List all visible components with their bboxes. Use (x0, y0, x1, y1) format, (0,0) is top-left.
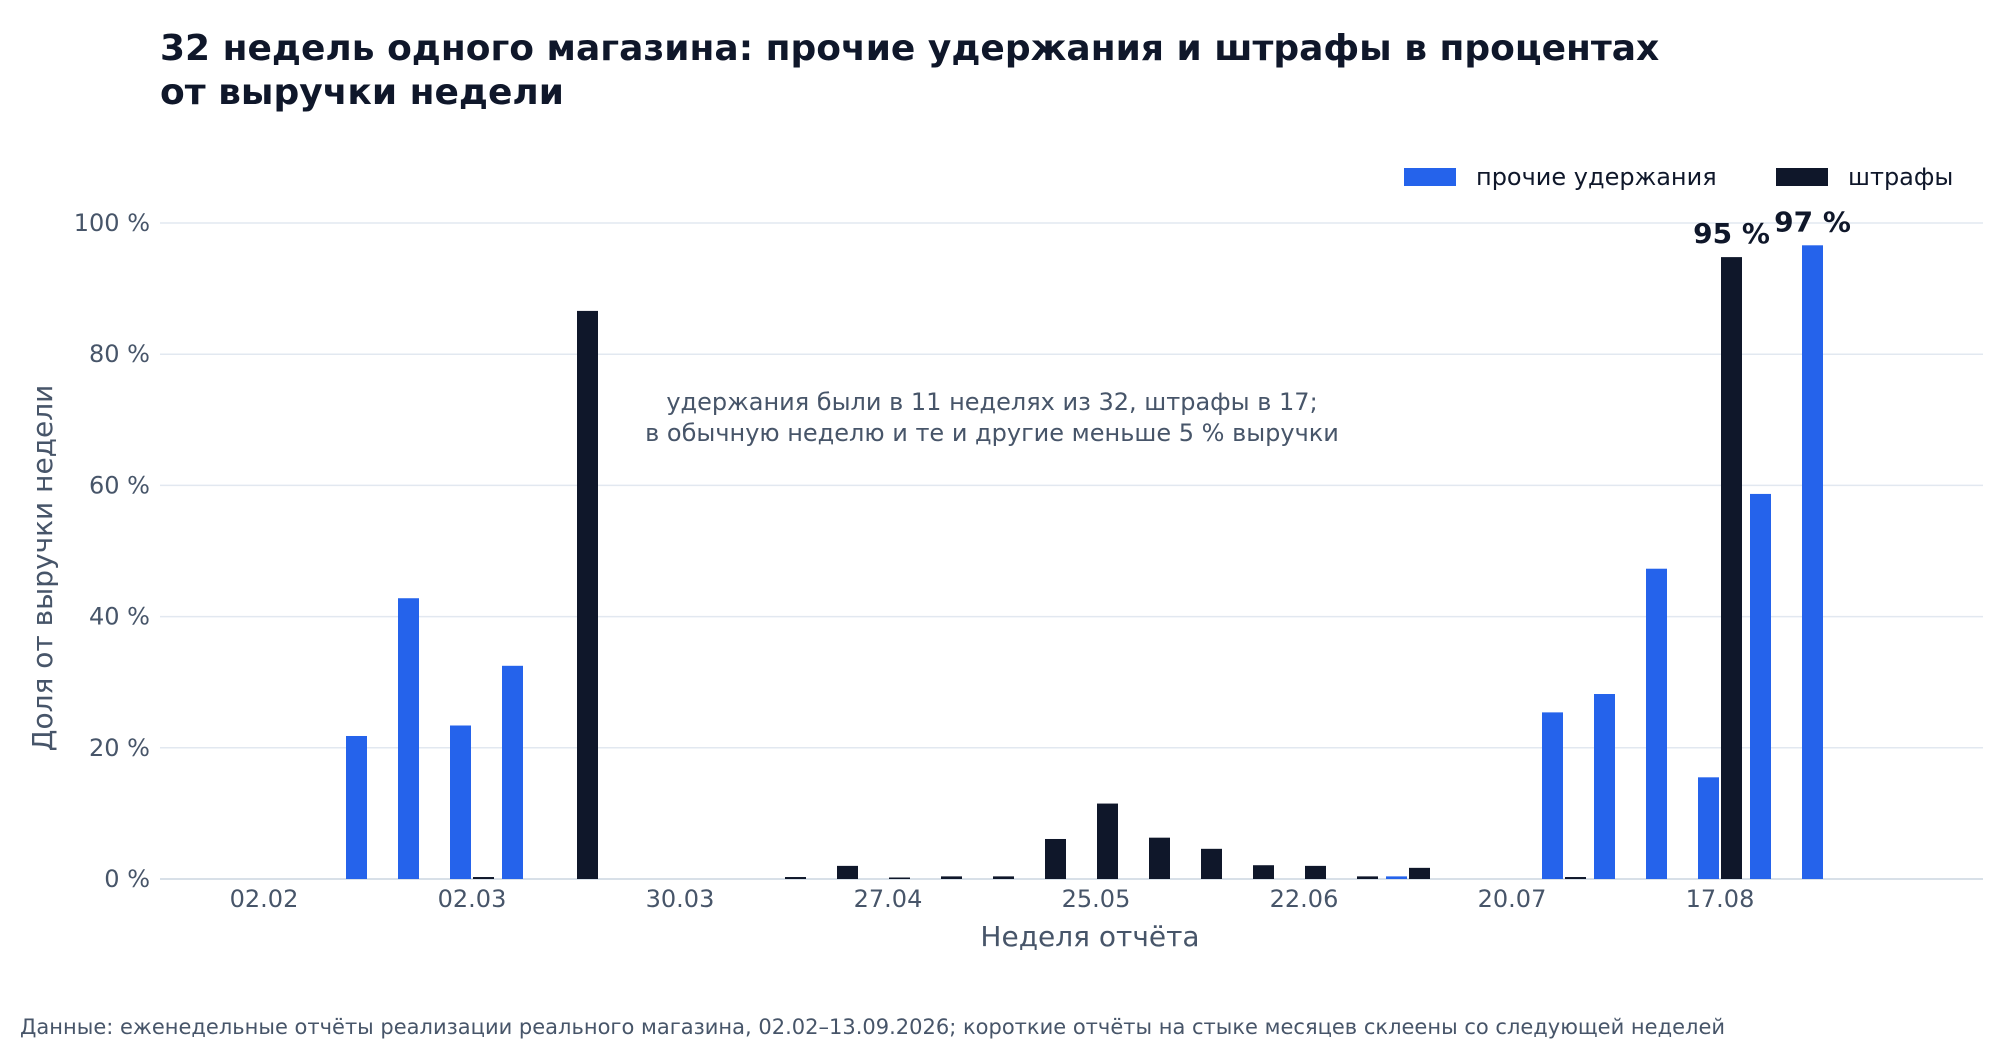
bar-fines (1721, 257, 1742, 879)
legend-swatch-fines (1776, 168, 1828, 186)
bar-fines (473, 877, 494, 879)
bar-other-deductions (1542, 712, 1563, 879)
bar-fines (1149, 837, 1170, 879)
y-tick-label: 60 % (89, 471, 150, 499)
bars (346, 245, 1823, 879)
bar-fines (1201, 848, 1222, 879)
bar-fines (941, 876, 962, 879)
legend: прочие удержания штрафы (1404, 163, 1953, 191)
bar-fines (1253, 865, 1274, 879)
bar-other-deductions (1698, 777, 1719, 879)
chart-title-line-2: от выручки недели (160, 72, 564, 113)
bar-other-deductions (1594, 694, 1615, 879)
x-tick-label: 17.08 (1686, 885, 1755, 913)
bar-other-deductions (398, 598, 419, 879)
bar-fines (1045, 838, 1066, 879)
legend-swatch-other-deductions (1404, 168, 1456, 186)
bar-other-deductions (502, 665, 523, 879)
bar-fines (785, 877, 806, 879)
bar-fines (1305, 865, 1326, 879)
bar-value-label: 97 % (1774, 205, 1851, 238)
bar-fines (1409, 867, 1430, 879)
x-axis-label: Неделя отчёта (980, 920, 1199, 953)
y-axis-label: Доля от выручки недели (26, 385, 59, 752)
bar-other-deductions (1750, 493, 1771, 879)
bar-other-deductions (1802, 245, 1823, 879)
source-note: Данные: еженедельные отчёты реализации р… (20, 1015, 1725, 1039)
annotation-line-1: удержания были в 11 неделях из 32, штраф… (666, 388, 1317, 416)
x-tick-label: 02.02 (230, 885, 299, 913)
y-tick-label: 0 % (104, 865, 150, 893)
bar-fines (837, 865, 858, 879)
y-tick-label: 100 % (74, 209, 150, 237)
y-tick-label: 80 % (89, 340, 150, 368)
x-tick-label: 30.03 (646, 885, 715, 913)
bar-fines (1357, 876, 1378, 879)
x-tick-label: 25.05 (1062, 885, 1131, 913)
bar-other-deductions (450, 725, 471, 879)
x-tick-label: 22.06 (1270, 885, 1339, 913)
bar-value-label: 95 % (1693, 217, 1770, 250)
x-axis-ticks: 02.02 02.03 30.03 27.04 25.05 22.06 20.07 17.08 (230, 885, 1755, 913)
chart-title-line-1: 32 недель одного магазина: прочие удержа… (160, 28, 1659, 69)
x-tick-label: 27.04 (854, 885, 923, 913)
y-tick-label: 20 % (89, 734, 150, 762)
x-tick-label: 20.07 (1478, 885, 1547, 913)
annotation-line-2: в обычную неделю и те и другие меньше 5 … (645, 419, 1339, 447)
legend-label-other-deductions: прочие удержания (1476, 163, 1717, 191)
bar-fines (1097, 803, 1118, 879)
bar-fines (1565, 877, 1586, 879)
bar-fines (889, 877, 910, 879)
bar-fines (577, 310, 598, 879)
y-axis-ticks: 0 % 20 % 40 % 60 % 80 % 100 % (74, 209, 150, 893)
y-tick-label: 40 % (89, 603, 150, 631)
bar-other-deductions (1386, 876, 1407, 879)
x-tick-label: 02.03 (438, 885, 507, 913)
legend-label-fines: штрафы (1848, 163, 1953, 191)
bar-other-deductions (346, 735, 367, 879)
bar-value-labels: 95 % 97 % (1693, 205, 1851, 250)
bar-fines (993, 876, 1014, 879)
bar-other-deductions (1646, 568, 1667, 879)
